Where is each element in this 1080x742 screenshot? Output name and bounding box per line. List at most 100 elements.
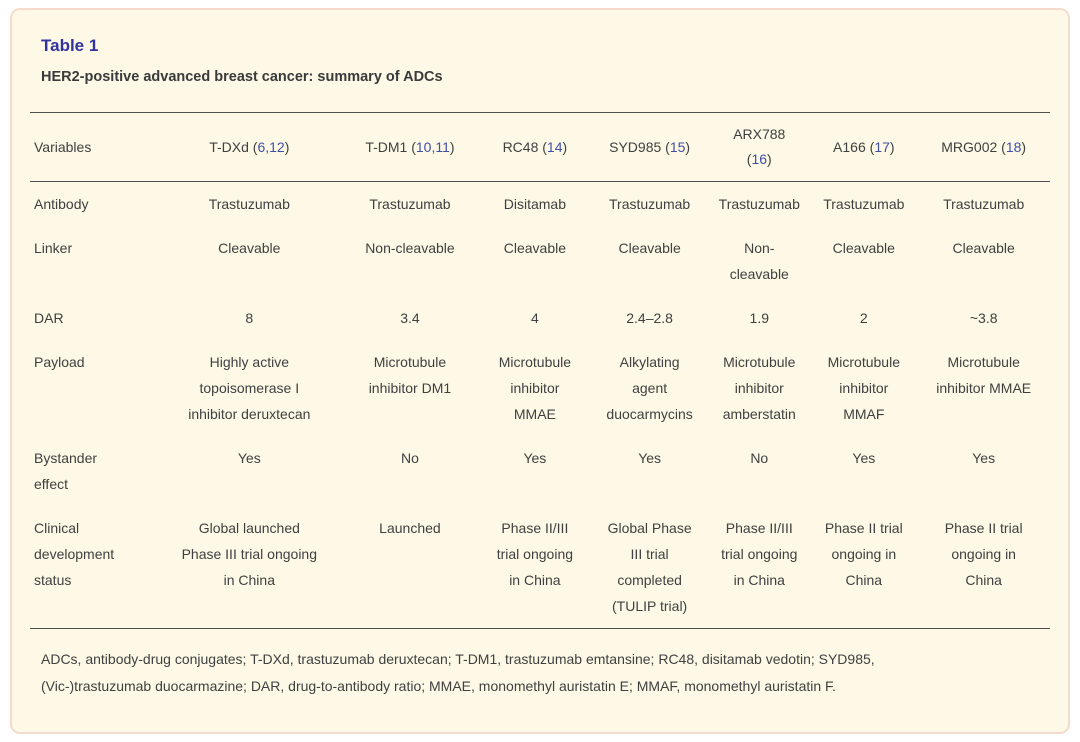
table-cell: Cleavable [503, 240, 566, 256]
table-cell: Cleavable [618, 240, 681, 256]
table-cell: 4 [530, 310, 539, 326]
table-cell: Trastuzumab [609, 196, 691, 212]
column-header-mrg002: MRG002 (18) [917, 112, 1050, 182]
table-cell: Trastuzumab [208, 196, 290, 212]
citation-link[interactable]: 11 [435, 138, 450, 155]
table-row: Payload Highly active topoisomerase I inh… [30, 340, 1050, 436]
citation-link[interactable]: 15 [669, 138, 686, 155]
table-cell: 3.4 [400, 310, 420, 326]
table-cell: Trastuzumab [823, 196, 905, 212]
drug-name: A166 [833, 138, 866, 155]
drug-name: T-DM1 [365, 138, 408, 155]
table-cell: Phase II/III trial ongoing in China [496, 520, 574, 588]
table-cell: Trastuzumab [369, 196, 451, 212]
citation-link[interactable]: 18 [1005, 138, 1022, 155]
header-variables-label: Variables [30, 112, 158, 182]
paren-close: ) [562, 138, 568, 155]
citation-link[interactable]: 14 [546, 138, 563, 155]
paren-open: ( [411, 138, 416, 155]
table-cell: Yes [852, 450, 876, 466]
citation-link[interactable]: 10 [415, 138, 432, 155]
table-cell: Cleavable [952, 240, 1015, 256]
table-cell: Microtubule inhibitor DM1 [368, 354, 452, 396]
table-body: Antibody Trastuzumab Trastuzumab Disitamab T… [30, 182, 1050, 629]
table-cell: Launched [379, 520, 441, 536]
table-cell: ~3.8 [969, 310, 998, 326]
table-caption: HER2-positive advanced breast cancer: su… [41, 69, 443, 85]
table-cell: Yes [523, 450, 547, 466]
paren-close: ) [284, 138, 290, 155]
citation-link[interactable]: 17 [874, 138, 890, 155]
table-cell: Microtubule inhibitor MMAE [936, 354, 1032, 396]
table-row: Antibody Trastuzumab Trastuzumab Disitamab T… [30, 182, 1050, 227]
citation-separator: , [431, 138, 436, 155]
table-cell: Microtubule inhibitor MMAF [827, 354, 900, 422]
drug-name: T-DXd [209, 138, 249, 155]
table-footnote: ADCs, antibody-drug conjugates; T-DXd, t… [41, 651, 875, 694]
table-card: Table 1 HER2-positive advanced breast ca… [10, 8, 1070, 734]
table-cell: Non-cleavable [365, 240, 455, 256]
paren-open: ( [869, 138, 875, 155]
paren-open: ( [665, 138, 670, 155]
row-label: Antibody [34, 196, 89, 212]
table-cell: No [750, 450, 769, 466]
table-cell: Cleavable [218, 240, 281, 256]
table-cell: Non- cleavable [729, 240, 789, 282]
column-header-arx788: ARX788 (16) [708, 112, 811, 182]
table-cell: Highly active topoisomerase I inhibitor … [188, 354, 311, 422]
table-header: Variables T-DXd (6,12) T-DM1 (10,11) RC48 (… [30, 112, 1050, 182]
table-cell: Global Phase III trial completed (TULIP … [607, 520, 692, 614]
table-cell: 2.4–2.8 [626, 310, 673, 326]
table-row: Clinical development status Global launch… [30, 506, 1050, 629]
paren-close: ) [889, 138, 895, 155]
table-cell: 2 [859, 310, 868, 326]
paren-close: ) [685, 138, 691, 155]
table-title: Table 1 [41, 36, 99, 55]
table-row: DAR 8 3.4 4 2.4–2.8 1.9 2 ~3.8 [30, 296, 1050, 340]
table-cell: Cleavable [832, 240, 895, 256]
column-header-t-dxd: T-DXd (6,12) [157, 112, 342, 182]
citation-link[interactable]: 16 [751, 151, 768, 167]
drug-name: ARX788 [733, 126, 786, 142]
column-header-a166: A166 (17) [810, 112, 918, 182]
table-row: Linker Cleavable Non-cleavable Cleavable Cle… [30, 226, 1050, 296]
paren-open: ( [746, 151, 752, 167]
column-header-rc48: RC48 (14) [478, 112, 591, 182]
row-label: Payload [34, 354, 85, 370]
paren-close: ) [449, 138, 455, 155]
header-row: Variables T-DXd (6,12) T-DM1 (10,11) RC48 (… [30, 112, 1050, 182]
table-cell: Phase II/III trial ongoing in China [721, 520, 798, 588]
drug-name: RC48 [502, 138, 539, 155]
row-label: Clinical development status [34, 520, 115, 588]
table-cell: Yes [638, 450, 662, 466]
table-cell: Trastuzumab [943, 196, 1025, 212]
table-cell: Phase II trial ongoing in China [944, 520, 1023, 588]
paren-open: ( [542, 138, 547, 155]
column-header-syd985: SYD985 (15) [590, 112, 709, 182]
paren-open: ( [252, 138, 258, 155]
citation-link[interactable]: 12 [269, 138, 285, 155]
table-cell: Trastuzumab [718, 196, 800, 212]
row-label: Linker [34, 240, 73, 256]
paren-open: ( [1001, 138, 1006, 155]
table-cell: Phase II trial ongoing in China [824, 520, 903, 588]
table-cell: Global launched Phase III trial ongoing … [181, 520, 317, 588]
citation-link[interactable]: 6 [257, 138, 266, 155]
adc-table: Variables T-DXd (6,12) T-DM1 (10,11) RC48 (… [30, 112, 1050, 629]
citation-separator: , [265, 138, 270, 155]
row-label: DAR [34, 310, 64, 326]
row-label: Bystander effect [34, 450, 98, 492]
table-cell: No [400, 450, 419, 466]
table-cell: Microtubule inhibitor MMAE [498, 354, 572, 422]
table-cell: Microtubule inhibitor amberstatin [722, 354, 796, 422]
drug-name: MRG002 [941, 138, 998, 155]
drug-name: SYD985 [609, 138, 662, 155]
table-cell: Yes [972, 450, 996, 466]
table-cell: Alkylating agent duocarmycins [606, 354, 693, 422]
column-header-t-dm1: T-DM1 (10,11) [341, 112, 479, 182]
paren-close: ) [1021, 138, 1027, 155]
table-row: Bystander effect Yes No Yes Yes No Yes Yes [30, 436, 1050, 506]
table-cell: 8 [245, 310, 254, 326]
table-cell: Disitamab [503, 196, 566, 212]
table-cell: 1.9 [749, 310, 769, 326]
